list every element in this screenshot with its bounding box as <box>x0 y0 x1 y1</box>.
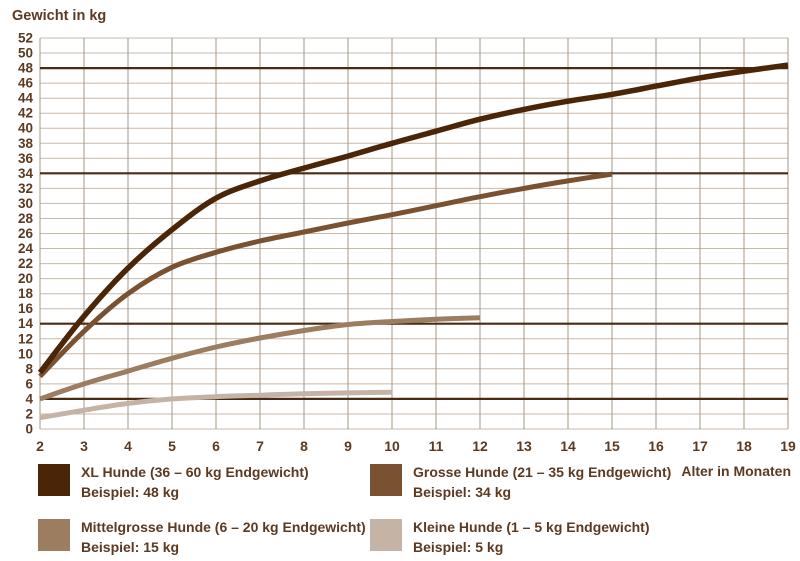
y-axis-title: Gewicht in kg <box>12 8 107 24</box>
y-tick-label: 4 <box>25 391 33 406</box>
legend-label: Grosse Hunde (21 – 35 kg Endgewicht) <box>413 464 672 480</box>
y-tick-label: 2 <box>25 407 33 422</box>
legend-label: Kleine Hunde (1 – 5 kg Endgewicht) <box>413 519 650 535</box>
growth-line-chart: 0246810121416182022242628303234363840424… <box>18 31 796 455</box>
x-tick-label: 18 <box>736 438 752 454</box>
legend-label: XL Hunde (36 – 60 kg Endgewicht) <box>81 464 309 480</box>
legend-label: Mittelgrosse Hunde (6 – 20 kg Endgewicht… <box>81 519 366 535</box>
y-tick-label: 0 <box>25 422 33 437</box>
y-tick-label: 46 <box>18 76 34 91</box>
x-tick-label: 9 <box>344 438 352 454</box>
y-tick-label: 6 <box>25 376 33 391</box>
y-tick-label: 12 <box>18 331 33 346</box>
legend-item-xl-hunde: XL Hunde (36 – 60 kg Endgewicht) Beispie… <box>38 462 358 502</box>
legend-swatch-kleine-hunde <box>370 519 402 551</box>
y-tick-label: 50 <box>18 46 33 61</box>
x-tick-label: 13 <box>516 438 532 454</box>
x-tick-label: 5 <box>168 438 176 454</box>
x-tick-labels: 2 3 4 5 6 7 8 9 10 11 12 13 14 15 16 17 18 19 <box>36 438 796 454</box>
x-tick-label: 2 <box>36 438 44 454</box>
x-axis-label: Alter in Monaten <box>681 463 791 479</box>
y-tick-label: 36 <box>18 151 34 166</box>
y-tick-label: 10 <box>18 346 33 361</box>
grid-horizontal <box>40 37 788 430</box>
y-tick-label: 38 <box>18 136 34 151</box>
y-tick-label: 24 <box>18 241 34 256</box>
legend-item-grosse-hunde: Grosse Hunde (21 – 35 kg Endgewicht) Bei… <box>370 462 700 502</box>
y-tick-label: 32 <box>18 181 33 196</box>
legend-swatch-xl-hunde <box>38 464 70 496</box>
y-tick-label: 26 <box>18 226 34 241</box>
y-tick-label: 44 <box>18 91 34 106</box>
x-tick-label: 7 <box>256 438 264 454</box>
y-tick-label: 34 <box>18 166 34 181</box>
y-tick-label: 30 <box>18 196 33 211</box>
y-tick-label: 28 <box>18 211 34 226</box>
y-tick-label: 22 <box>18 256 33 271</box>
legend-item-kleine-hunde: Kleine Hunde (1 – 5 kg Endgewicht) Beisp… <box>370 517 700 557</box>
x-tick-label: 6 <box>212 438 220 454</box>
reference-lines <box>40 66 788 400</box>
x-tick-label: 4 <box>124 438 132 454</box>
curve-grosse <box>38 171 613 379</box>
legend-swatch-mittelgrosse-hunde <box>38 519 70 551</box>
y-tick-label: 42 <box>18 106 33 121</box>
x-tick-label: 17 <box>692 438 708 454</box>
curve-xl <box>37 62 789 375</box>
y-tick-label: 48 <box>18 61 34 76</box>
x-tick-label: 15 <box>604 438 620 454</box>
y-tick-label: 52 <box>18 31 33 46</box>
y-tick-label: 8 <box>25 361 33 376</box>
x-tick-label: 8 <box>300 438 308 454</box>
x-tick-label: 12 <box>472 438 488 454</box>
x-tick-label: 14 <box>560 438 576 454</box>
legend-item-mittelgrosse-hunde: Mittelgrosse Hunde (6 – 20 kg Endgewicht… <box>38 517 368 557</box>
y-tick-label: 20 <box>18 271 33 286</box>
legend-example: Beispiel: 34 kg <box>413 484 512 500</box>
curve-kleine <box>39 389 393 421</box>
legend-example: Beispiel: 48 kg <box>81 484 180 500</box>
legend-example: Beispiel: 15 kg <box>81 539 180 555</box>
x-tick-label: 16 <box>648 438 664 454</box>
x-tick-label: 3 <box>80 438 88 454</box>
y-tick-labels: 0246810121416182022242628303234363840424… <box>18 31 34 437</box>
y-tick-label: 40 <box>18 121 33 136</box>
y-tick-label: 14 <box>18 316 34 331</box>
x-tick-label: 10 <box>384 438 400 454</box>
x-tick-label: 11 <box>429 438 444 454</box>
y-tick-label: 18 <box>18 286 34 301</box>
y-tick-label: 16 <box>18 301 34 316</box>
curve-mittelgrosse <box>39 315 481 402</box>
x-tick-label: 19 <box>780 438 796 454</box>
legend-example: Beispiel: 5 kg <box>413 539 504 555</box>
legend-swatch-grosse-hunde <box>370 464 402 496</box>
